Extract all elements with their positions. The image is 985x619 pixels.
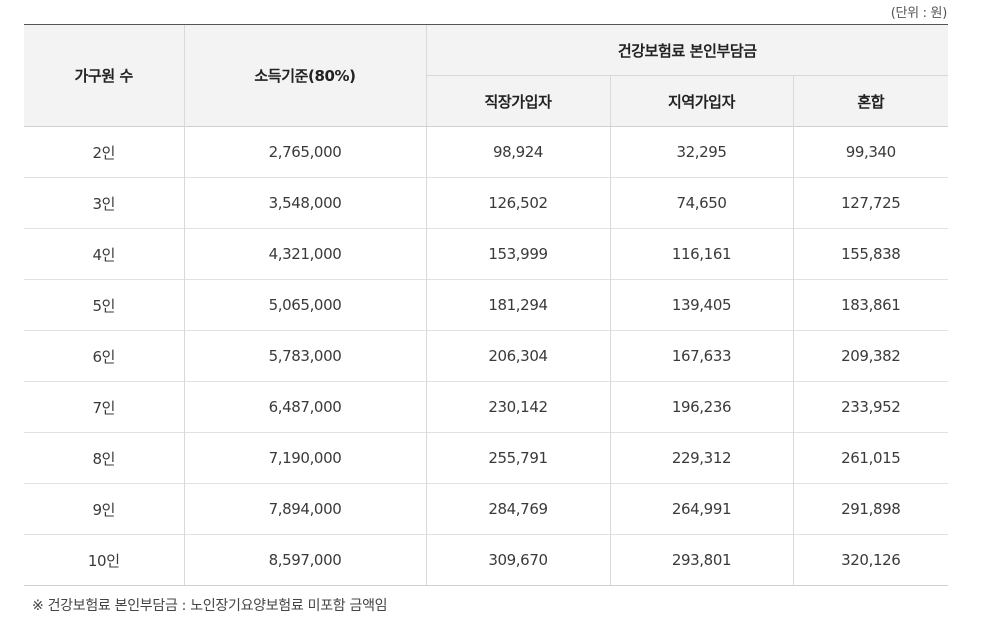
table-row: 4인 4,321,000 153,999 116,161 155,838: [24, 228, 949, 280]
cell-regional: 264,991: [609, 483, 793, 535]
cell-employee: 153,999: [425, 228, 610, 280]
footnote: ※ 건강보험료 본인부담금 : 노인장기요양보험료 미포함 금액임: [32, 598, 388, 614]
unit-label: (단위 : 원): [890, 6, 948, 21]
cell-regional: 229,312: [609, 432, 793, 484]
cell-income: 2,765,000: [183, 126, 426, 178]
header-premium-group: 건강보험료 본인부담금: [425, 24, 949, 76]
table-row: 7인 6,487,000 230,142 196,236 233,952: [24, 381, 949, 433]
table-header: 가구원 수 소득기준(80%) 건강보험료 본인부담금 직장가입자 지역가입자 …: [24, 24, 949, 127]
cell-mixed: 183,861: [792, 279, 949, 331]
cell-regional: 32,295: [609, 126, 793, 178]
cell-mixed: 155,838: [792, 228, 949, 280]
cell-regional: 196,236: [609, 381, 793, 433]
cell-mixed: 99,340: [792, 126, 949, 178]
cell-employee: 98,924: [425, 126, 610, 178]
header-income: 소득기준(80%): [183, 24, 426, 127]
table-row: 3인 3,548,000 126,502 74,650 127,725: [24, 177, 949, 229]
cell-mixed: 320,126: [792, 534, 949, 586]
cell-household: 3인: [24, 177, 184, 229]
cell-household: 2인: [24, 126, 184, 178]
cell-regional: 116,161: [609, 228, 793, 280]
cell-income: 4,321,000: [183, 228, 426, 280]
table-row: 6인 5,783,000 206,304 167,633 209,382: [24, 330, 949, 382]
header-mixed: 혼합: [792, 75, 949, 127]
cell-mixed: 209,382: [792, 330, 949, 382]
cell-employee: 206,304: [425, 330, 610, 382]
cell-regional: 74,650: [609, 177, 793, 229]
cell-employee: 230,142: [425, 381, 610, 433]
cell-income: 7,190,000: [183, 432, 426, 484]
header-household: 가구원 수: [24, 24, 184, 127]
cell-household: 9인: [24, 483, 184, 535]
header-employee: 직장가입자: [425, 75, 610, 127]
cell-household: 8인: [24, 432, 184, 484]
cell-employee: 284,769: [425, 483, 610, 535]
cell-income: 3,548,000: [183, 177, 426, 229]
table-row: 8인 7,190,000 255,791 229,312 261,015: [24, 432, 949, 484]
table-body: 2인 2,765,000 98,924 32,295 99,340 3인 3,5…: [24, 126, 949, 586]
cell-employee: 126,502: [425, 177, 610, 229]
cell-household: 6인: [24, 330, 184, 382]
cell-income: 5,065,000: [183, 279, 426, 331]
cell-household: 4인: [24, 228, 184, 280]
table-row: 10인 8,597,000 309,670 293,801 320,126: [24, 534, 949, 586]
cell-household: 7인: [24, 381, 184, 433]
cell-mixed: 233,952: [792, 381, 949, 433]
cell-regional: 293,801: [609, 534, 793, 586]
header-regional: 지역가입자: [609, 75, 793, 127]
cell-mixed: 291,898: [792, 483, 949, 535]
cell-employee: 255,791: [425, 432, 610, 484]
table-row: 5인 5,065,000 181,294 139,405 183,861: [24, 279, 949, 331]
income-premium-table: 가구원 수 소득기준(80%) 건강보험료 본인부담금 직장가입자 지역가입자 …: [24, 24, 949, 586]
cell-mixed: 261,015: [792, 432, 949, 484]
cell-mixed: 127,725: [792, 177, 949, 229]
table-row: 9인 7,894,000 284,769 264,991 291,898: [24, 483, 949, 535]
cell-regional: 139,405: [609, 279, 793, 331]
cell-employee: 309,670: [425, 534, 610, 586]
cell-income: 6,487,000: [183, 381, 426, 433]
table-row: 2인 2,765,000 98,924 32,295 99,340: [24, 126, 949, 178]
cell-employee: 181,294: [425, 279, 610, 331]
cell-income: 5,783,000: [183, 330, 426, 382]
cell-income: 7,894,000: [183, 483, 426, 535]
cell-regional: 167,633: [609, 330, 793, 382]
cell-income: 8,597,000: [183, 534, 426, 586]
cell-household: 10인: [24, 534, 184, 586]
cell-household: 5인: [24, 279, 184, 331]
